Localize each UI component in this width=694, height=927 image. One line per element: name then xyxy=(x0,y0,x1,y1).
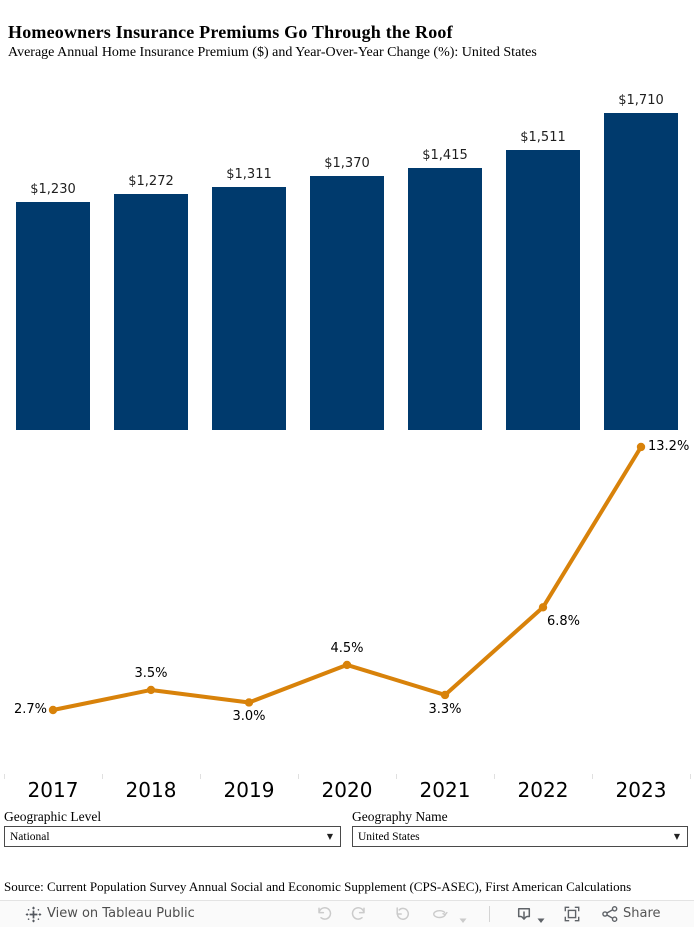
year-axis-label: 2018 xyxy=(125,778,177,802)
share-icon[interactable] xyxy=(601,905,619,923)
yoy-value-label: 3.0% xyxy=(232,709,266,725)
yoy-point-marker[interactable] xyxy=(636,442,646,452)
download-icon[interactable] xyxy=(514,905,534,923)
yoy-point-marker[interactable] xyxy=(48,705,58,715)
yoy-value-label: 3.3% xyxy=(428,701,462,717)
caret-down-icon[interactable] xyxy=(458,910,468,923)
bar-value-label: $1,370 xyxy=(324,156,370,171)
yoy-value-label: 6.8% xyxy=(547,614,581,630)
geography-name-value: United States xyxy=(358,831,420,843)
redo-icon[interactable] xyxy=(351,905,369,923)
geography-name-label: Geography Name xyxy=(352,809,448,824)
premium-bar[interactable] xyxy=(506,150,580,430)
yoy-point-marker[interactable] xyxy=(440,690,450,700)
reset-icon[interactable] xyxy=(393,905,411,923)
bar-value-label: $1,230 xyxy=(30,182,76,197)
premium-bar[interactable] xyxy=(16,202,90,430)
yoy-point-marker[interactable] xyxy=(342,660,352,670)
bar-value-label: $1,710 xyxy=(618,93,664,108)
premium-bar[interactable] xyxy=(604,113,678,430)
bar-value-label: $1,272 xyxy=(128,174,174,189)
caret-down-icon: ▼ xyxy=(673,832,680,841)
premium-bar[interactable] xyxy=(310,176,384,430)
year-axis-label: 2020 xyxy=(321,778,373,802)
x-axis-tick xyxy=(200,774,201,779)
x-axis-tick xyxy=(4,774,5,779)
geography-name-dropdown[interactable]: United States ▼ xyxy=(352,826,688,847)
x-axis-tick xyxy=(690,774,691,779)
year-axis-label: 2023 xyxy=(615,778,667,802)
premium-bar[interactable] xyxy=(114,194,188,430)
page-subtitle: Average Annual Home Insurance Premium ($… xyxy=(8,45,537,60)
yoy-value-label: 4.5% xyxy=(330,640,364,656)
year-axis-label: 2019 xyxy=(223,778,275,802)
yoy-value-label: 2.7% xyxy=(13,702,47,717)
bar-value-label: $1,511 xyxy=(520,130,566,145)
yoy-value-label: 13.2% xyxy=(648,438,690,454)
x-axis-tick xyxy=(494,774,495,779)
year-axis-label: 2017 xyxy=(27,778,79,802)
geographic-level-value: National xyxy=(10,831,50,843)
view-on-tableau-public-link[interactable]: View on Tableau Public xyxy=(47,906,195,921)
yoy-point-marker[interactable] xyxy=(146,685,156,695)
x-axis-tick xyxy=(102,774,103,779)
x-axis-tick xyxy=(298,774,299,779)
geographic-level-dropdown[interactable]: National ▼ xyxy=(4,826,341,847)
bar-value-label: $1,415 xyxy=(422,148,468,163)
x-axis-tick xyxy=(396,774,397,779)
yoy-point-marker[interactable] xyxy=(538,603,548,612)
yoy-value-label: 3.5% xyxy=(134,665,168,681)
premium-bar-chart: $1,230 $1,272 $1,311 $1,370 $1,415 $1,511 $1,7… xyxy=(0,0,694,430)
geographic-level-label: Geographic Level xyxy=(4,809,102,824)
bar-value-label: $1,311 xyxy=(226,167,272,182)
fullscreen-icon[interactable] xyxy=(563,905,581,923)
caret-down-icon: ▼ xyxy=(326,832,333,841)
caret-down-icon[interactable] xyxy=(536,910,546,923)
undo-icon[interactable] xyxy=(314,905,332,923)
share-button-label[interactable]: Share xyxy=(623,906,661,921)
tableau-logo-icon xyxy=(25,906,42,923)
premium-bar[interactable] xyxy=(212,187,286,430)
x-axis-tick xyxy=(592,774,593,779)
tableau-toolbar: View on Tableau Public xyxy=(0,900,694,927)
year-axis-label: 2022 xyxy=(517,778,569,802)
yoy-point-marker[interactable] xyxy=(244,698,254,707)
page-title: Homeowners Insurance Premiums Go Through… xyxy=(8,22,453,42)
source-note: Source: Current Population Survey Annual… xyxy=(4,879,632,894)
replay-icon[interactable] xyxy=(431,905,449,923)
premium-bar[interactable] xyxy=(408,168,482,430)
year-axis-label: 2021 xyxy=(419,778,471,802)
toolbar-divider xyxy=(489,906,490,922)
